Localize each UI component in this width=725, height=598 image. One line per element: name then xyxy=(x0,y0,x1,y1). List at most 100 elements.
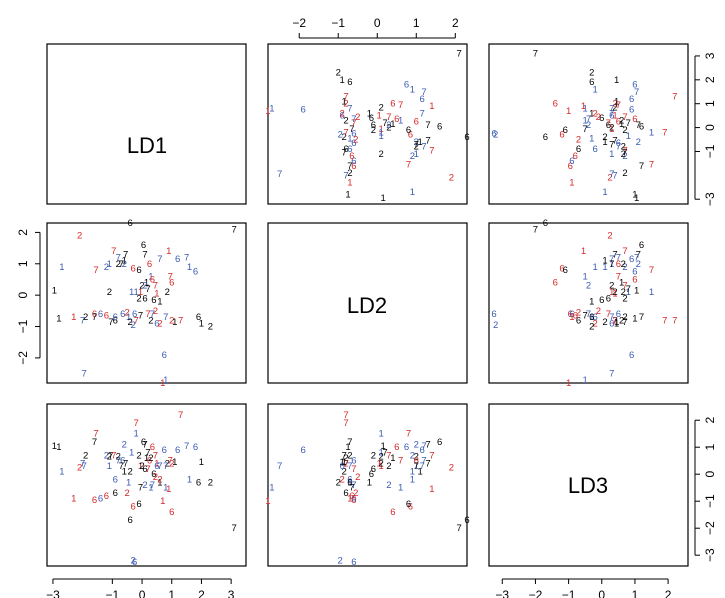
point-2-0-26: 7 xyxy=(123,458,128,469)
point-0-2-26: 7 xyxy=(612,136,617,147)
point-0-2-62: 6 xyxy=(553,99,558,110)
point-0-2-20: 2 xyxy=(636,137,641,148)
point-0-1-71: 1 xyxy=(339,75,344,86)
point-2-1-30: 7 xyxy=(343,418,348,429)
point-0-2-2: 1 xyxy=(569,178,574,189)
point-2-0-7: 7 xyxy=(80,458,85,469)
point-2-1-72: 7 xyxy=(457,523,462,534)
point-0-2-61: 7 xyxy=(616,100,621,111)
point-2-0-1: 1 xyxy=(56,442,61,453)
point-2-1-22: 2 xyxy=(353,488,358,499)
point-0-1-12: 1 xyxy=(414,149,419,160)
point-0-2-37: 7 xyxy=(636,120,641,131)
point-1-0-8: 6 xyxy=(92,309,97,320)
point-1-0-32: 6 xyxy=(136,265,141,276)
point-1-0-23: 1 xyxy=(126,312,131,323)
point-2-0-34: 2 xyxy=(136,450,141,461)
point-2-0-40: 6 xyxy=(142,464,147,475)
point-0-1-76: 7 xyxy=(414,139,419,150)
point-2-0-74: 7 xyxy=(92,437,97,448)
point-0-1-66: 7 xyxy=(421,87,426,98)
point-0-2-25: 2 xyxy=(602,132,607,143)
point-1-2-22: 2 xyxy=(576,307,581,318)
point-0-2-0: 1 xyxy=(634,193,639,204)
point-1-2-71: 1 xyxy=(614,318,619,329)
point-2-1-31: 6 xyxy=(408,502,413,513)
point-2-1-47: 6 xyxy=(369,469,374,480)
point-2-1-52: 6 xyxy=(394,442,399,453)
point-2-0-4: 2 xyxy=(77,462,82,473)
top-axis-ld2-tick-label: 2 xyxy=(452,16,459,30)
point-0-1-48: 2 xyxy=(355,112,360,123)
point-2-0-73: 6 xyxy=(196,477,201,488)
point-1-0-40: 6 xyxy=(142,293,147,304)
point-1-0-62: 6 xyxy=(169,278,174,289)
right-axis-ld1-tick-label: 3 xyxy=(703,52,717,59)
point-1-2-8: 6 xyxy=(568,309,573,320)
point-2-0-30: 7 xyxy=(133,418,138,429)
point-0-1-18: 1 xyxy=(418,137,423,148)
point-2-0-25: 2 xyxy=(128,467,133,478)
point-1-2-58: 1 xyxy=(583,375,588,386)
point-0-1-72: 7 xyxy=(457,49,462,60)
point-1-2-26: 7 xyxy=(612,249,617,260)
point-2-0-80: 7 xyxy=(163,461,168,472)
point-1-2-27: 1 xyxy=(626,287,631,298)
point-1-0-49: 7 xyxy=(153,281,158,292)
point-2-0-48: 2 xyxy=(153,472,158,483)
point-2-1-1: 1 xyxy=(345,442,350,453)
point-1-0-2: 1 xyxy=(71,312,76,323)
point-2-1-76: 7 xyxy=(414,461,419,472)
point-1-0-11: 7 xyxy=(93,265,98,276)
point-0-2-19: 6 xyxy=(616,138,621,149)
point-0-1-4: 2 xyxy=(449,173,454,184)
point-1-2-45: 2 xyxy=(619,315,624,326)
point-1-0-54: 2 xyxy=(157,318,162,329)
point-0-2-11: 7 xyxy=(649,160,654,171)
point-2-0-55: 7 xyxy=(157,461,162,472)
point-0-2-79: 2 xyxy=(586,120,591,131)
point-1-2-79: 2 xyxy=(586,281,591,292)
point-0-1-70: 2 xyxy=(336,68,341,79)
point-0-1-69: 6 xyxy=(404,80,409,91)
point-0-2-8: 6 xyxy=(568,161,573,172)
point-2-0-2: 1 xyxy=(71,494,76,505)
point-2-1-16: 7 xyxy=(421,456,426,467)
point-1-2-66: 7 xyxy=(634,253,639,264)
point-2-1-80: 7 xyxy=(347,461,352,472)
point-2-1-58: 1 xyxy=(269,483,274,494)
point-0-1-24: 6 xyxy=(464,132,469,143)
point-0-1-54: 2 xyxy=(339,108,344,119)
point-2-1-38: 2 xyxy=(386,461,391,472)
point-0-1-50: 1 xyxy=(377,111,382,122)
point-1-0-3: 1 xyxy=(59,262,64,273)
x-axis-ld3-tick-label: 1 xyxy=(632,588,639,598)
point-1-0-71: 1 xyxy=(199,318,204,329)
point-1-0-52: 6 xyxy=(150,274,155,285)
point-2-1-27: 1 xyxy=(379,448,384,459)
point-2-1-73: 6 xyxy=(347,477,352,488)
point-2-0-33: 7 xyxy=(138,483,143,494)
point-2-0-78: 1 xyxy=(133,429,138,440)
point-2-1-54: 2 xyxy=(339,475,344,486)
point-1-0-60: 1 xyxy=(166,246,171,257)
point-1-0-14: 6 xyxy=(113,315,118,326)
point-2-0-10: 2 xyxy=(104,450,109,461)
point-1-2-62: 6 xyxy=(553,278,558,289)
point-2-0-59: 2 xyxy=(165,458,170,469)
x-axis-ld3-tick-label: 0 xyxy=(598,588,605,598)
point-2-1-78: 1 xyxy=(379,429,384,440)
point-2-1-4: 2 xyxy=(449,462,454,473)
point-0-1-38: 2 xyxy=(386,123,391,134)
point-0-1-64: 1 xyxy=(341,96,346,107)
point-1-0-34: 2 xyxy=(136,293,141,304)
point-2-0-9: 6 xyxy=(98,494,103,505)
point-1-0-57: 6 xyxy=(162,350,167,361)
point-1-0-18: 1 xyxy=(122,256,127,267)
x-axis-ld1-tick-label: 3 xyxy=(228,588,235,598)
point-2-0-62: 6 xyxy=(169,507,174,518)
point-2-0-5: 2 xyxy=(83,450,88,461)
point-2-1-75: 2 xyxy=(379,452,384,463)
